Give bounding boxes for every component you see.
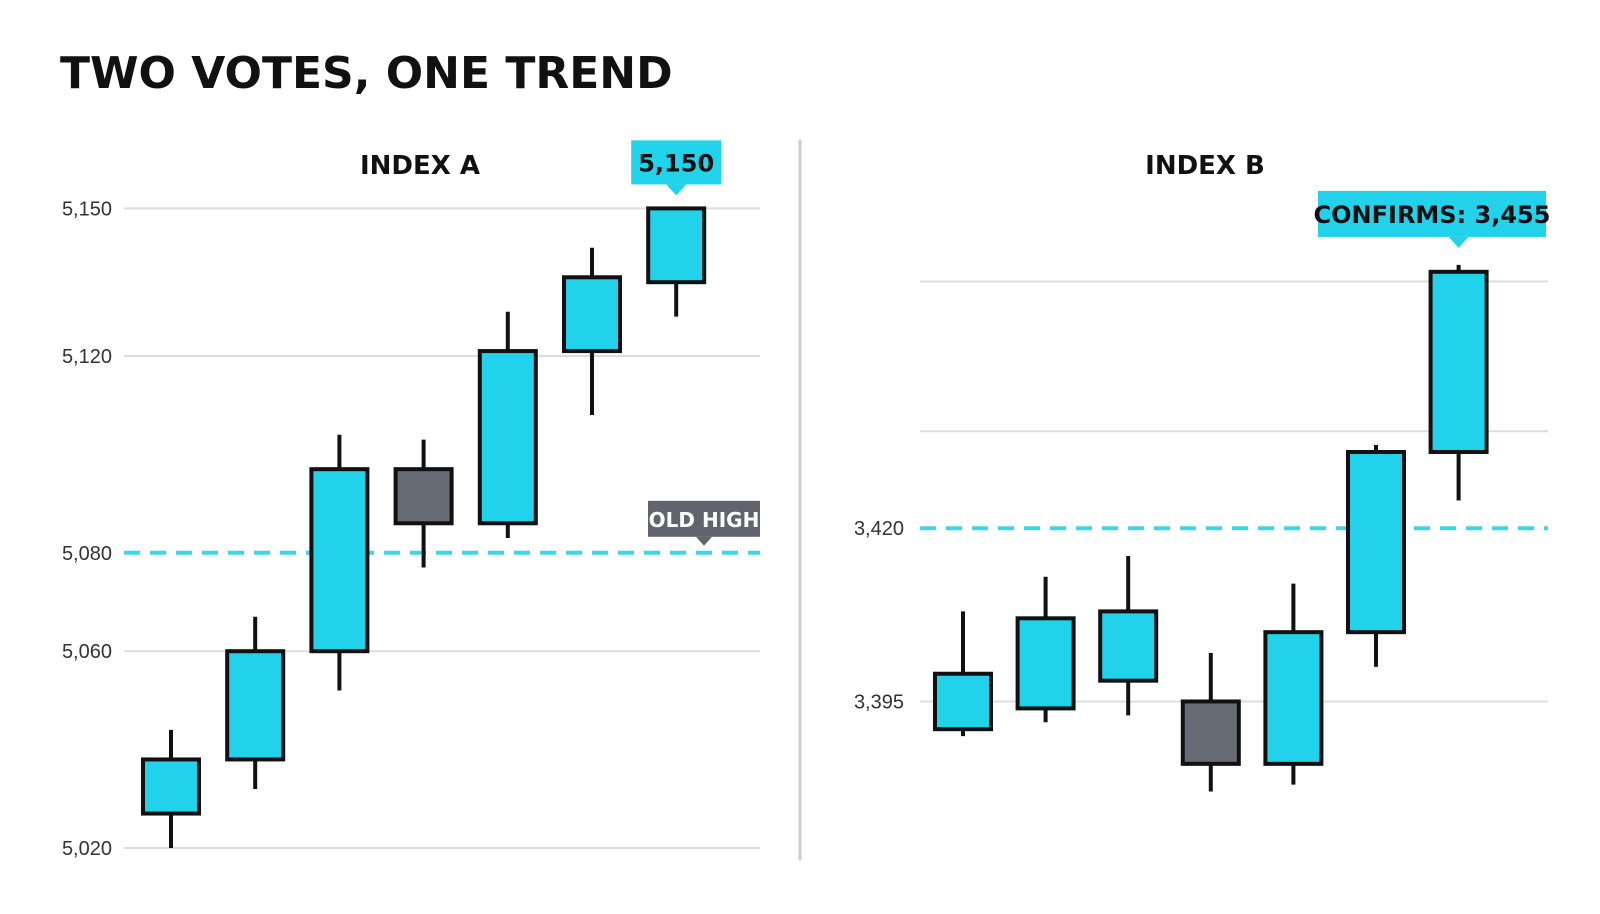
callout-last-value: 5,150	[631, 140, 722, 196]
callout-pointer	[666, 184, 687, 196]
y-tick-label: 5,150	[62, 198, 112, 220]
candle-body	[1428, 269, 1489, 454]
callout-pointer	[696, 536, 712, 546]
candle-body	[562, 275, 622, 354]
candle-body	[477, 349, 538, 526]
y-tick-label: 5,060	[62, 641, 112, 663]
candle-body	[1098, 609, 1159, 683]
candle-body	[646, 206, 707, 285]
callout-confirms: CONFIRMS: 3,455	[1314, 190, 1551, 248]
candle	[646, 206, 707, 317]
y-tick-label: 3,420	[854, 518, 904, 540]
y-tick-label: 5,020	[62, 838, 112, 860]
y-tick-label: 5,120	[62, 346, 112, 368]
callout-box	[648, 500, 760, 537]
callout-box	[631, 140, 722, 185]
candle-body	[225, 649, 286, 762]
panel-index-b: INDEX B 3,395 3,420 CONFIRMS: 3,455	[854, 151, 1551, 792]
callout-label: OLD HIGH	[649, 508, 760, 532]
candle	[1346, 445, 1406, 667]
candle-body	[1015, 616, 1076, 711]
candle	[393, 439, 454, 568]
candle	[477, 311, 538, 539]
callout-label: 5,150	[638, 149, 714, 177]
y-tick-label: 3,395	[854, 691, 904, 713]
candle-body	[1346, 449, 1406, 635]
candle	[1098, 555, 1159, 716]
candle	[933, 611, 993, 737]
candle-body	[933, 671, 993, 732]
candle-body	[141, 757, 201, 816]
candle	[562, 247, 622, 416]
candle-body	[1180, 699, 1241, 766]
candle	[1015, 576, 1076, 723]
candle	[309, 434, 370, 691]
callout-label: CONFIRMS: 3,455	[1314, 201, 1551, 229]
candle	[1428, 264, 1489, 501]
panel-title: INDEX A	[360, 151, 480, 181]
candle	[1263, 583, 1324, 785]
callout-box	[1318, 190, 1546, 237]
candle-body	[393, 467, 454, 526]
callout-pointer	[1448, 236, 1469, 248]
panel-index-a: INDEX A 5,020 5,060 5,080 5,120 5,150 5,150 OLD…	[62, 140, 760, 860]
candle-body	[1263, 630, 1324, 766]
y-tick-label: 5,080	[62, 543, 112, 565]
candle-body	[309, 467, 370, 654]
candle	[141, 729, 201, 848]
chart-title: TWO VOTES, ONE TREND	[60, 48, 673, 99]
candle	[1180, 652, 1241, 792]
callout-old-high: OLD HIGH	[648, 500, 760, 546]
candle	[225, 616, 286, 789]
panel-title: INDEX B	[1145, 151, 1265, 181]
